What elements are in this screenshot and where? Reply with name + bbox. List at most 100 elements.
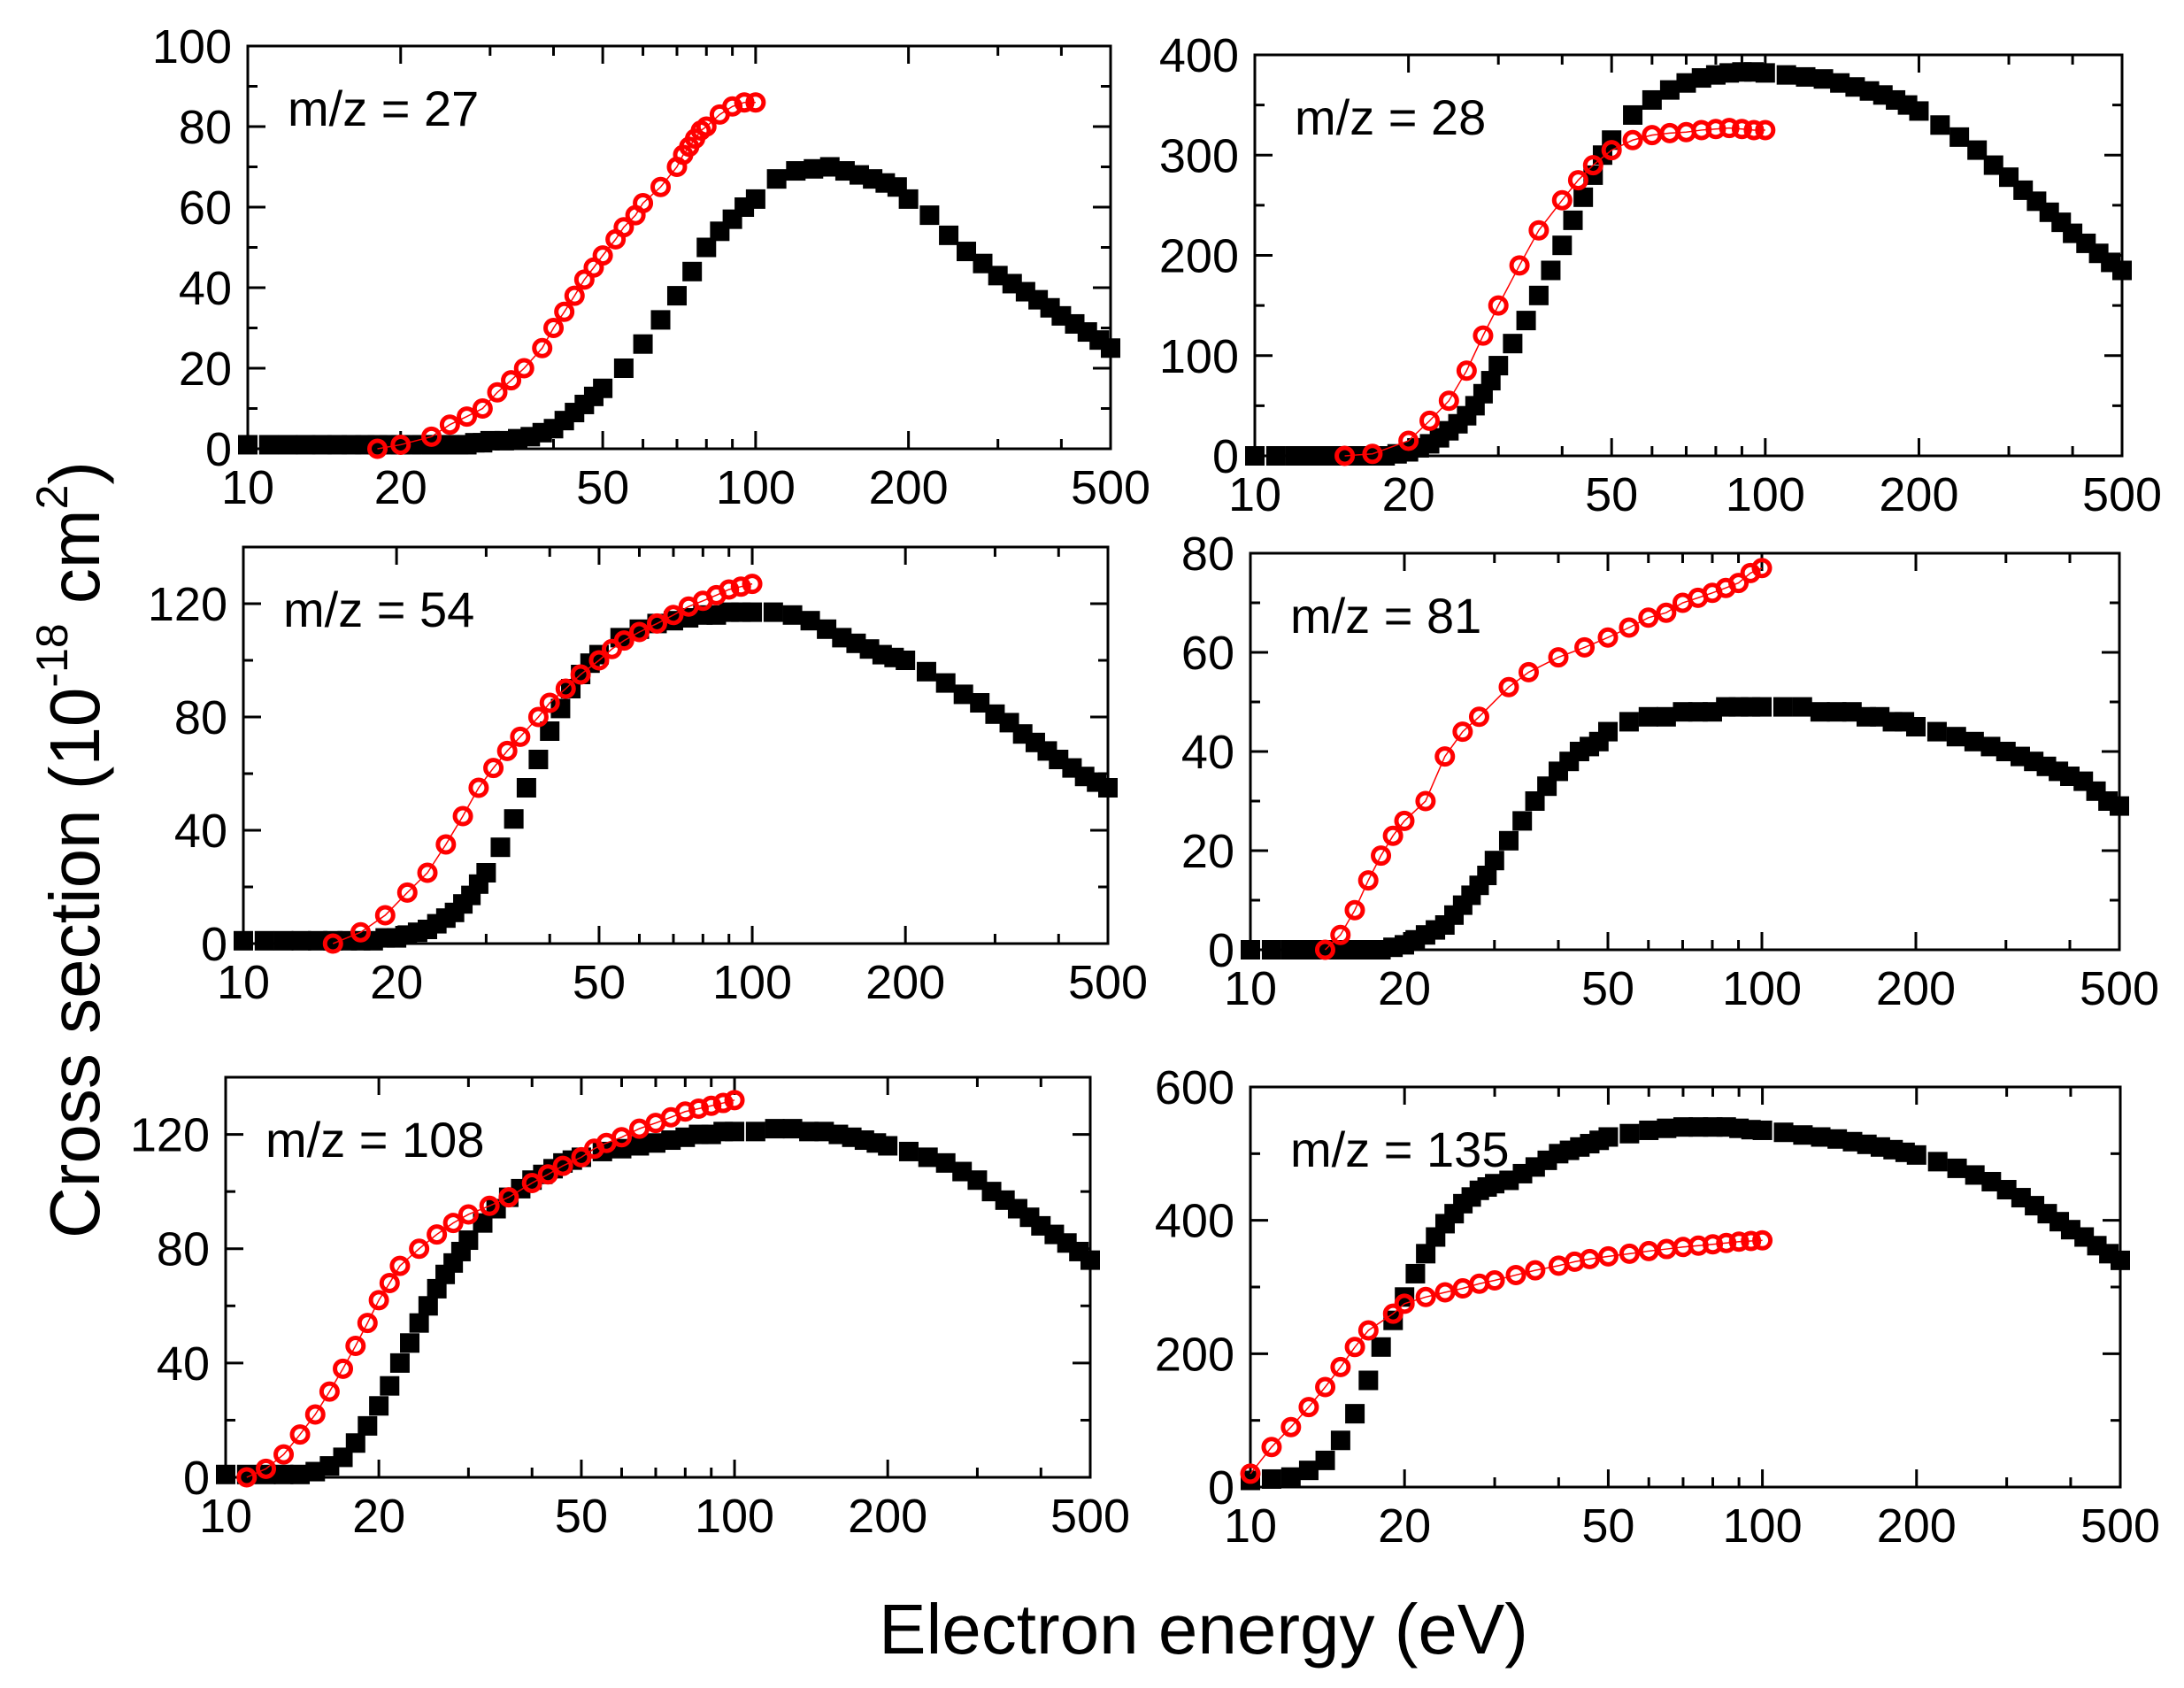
black-square-point	[1315, 1450, 1335, 1470]
panel-5: 10 20 50 100 200 500 0 40 80 120 m/z = 108	[130, 1075, 1130, 1543]
red-circle-point	[521, 1172, 542, 1193]
black-square-point	[256, 1464, 276, 1484]
black-square-point	[898, 1141, 919, 1161]
panel-label: m/z = 81	[1290, 588, 1481, 644]
red-circle-point	[1705, 119, 1726, 140]
red-circle-point	[1398, 430, 1419, 451]
x-tick-label: 50	[1581, 1499, 1634, 1553]
black-square-point	[939, 225, 959, 245]
black-square-point	[380, 1376, 400, 1396]
red-circle-point	[1518, 661, 1539, 682]
black-square-point	[763, 602, 783, 622]
red-circle-point	[1619, 617, 1640, 638]
black-square-point	[1909, 101, 1929, 121]
black-square-point	[819, 157, 840, 177]
red-circle-point	[1438, 390, 1459, 412]
y-axis-title-end: )	[35, 461, 114, 485]
x-tick-label: 100	[1723, 1499, 1803, 1553]
y-tick-label: 0	[183, 1452, 210, 1505]
black-square-point	[633, 334, 653, 354]
y-axis-title-exp2: 2	[27, 485, 77, 510]
black-square-point	[290, 1464, 311, 1484]
y-axis-title: Cross section (10-18 cm2)	[27, 461, 114, 1238]
red-circle-point	[724, 1090, 745, 1111]
black-square-point	[1503, 334, 1523, 354]
black-square-point	[1773, 697, 1793, 717]
red-circle-point	[501, 370, 522, 391]
red-circle-point	[1344, 1337, 1365, 1358]
black-square-point	[1811, 1127, 1831, 1147]
red-circle-point	[1597, 627, 1619, 648]
red-circle-point	[742, 574, 763, 595]
red-circle-point	[1601, 140, 1622, 161]
black-square-point	[1947, 1158, 1967, 1178]
red-circle-point	[435, 834, 457, 855]
black-square-point	[800, 611, 820, 631]
red-circle-point	[1456, 360, 1477, 382]
red-circle-point	[1371, 845, 1392, 867]
black-square-point	[645, 1133, 665, 1153]
red-circle-point	[1579, 1248, 1600, 1269]
red-circle-point	[1728, 1231, 1750, 1253]
black-square-point	[1776, 65, 1796, 85]
red-circle-point	[1280, 1416, 1302, 1437]
black-square-point	[1280, 940, 1301, 960]
red-circle-point	[1484, 1269, 1505, 1291]
red-circle-point	[1548, 647, 1569, 668]
red-circle-point	[1622, 129, 1643, 150]
red-circle-point	[592, 245, 613, 266]
black-square-point	[504, 809, 524, 829]
red-circle-point	[613, 630, 634, 651]
red-circle-point	[663, 605, 684, 626]
red-circle-point	[322, 933, 343, 954]
black-square-point	[358, 1415, 378, 1436]
red-circle-point	[650, 176, 672, 197]
red-circle-point	[510, 726, 531, 747]
y-tick-label: 80	[1181, 528, 1234, 581]
black-square-point	[1498, 830, 1519, 851]
x-tick-label: 200	[1876, 962, 1956, 1015]
red-circle-point	[1656, 602, 1677, 623]
red-circle-point	[439, 414, 460, 435]
red-circle-point	[701, 1095, 722, 1116]
y-tick-label: 60	[179, 181, 232, 235]
black-square-point	[666, 286, 687, 306]
red-circle-point	[1574, 636, 1596, 658]
red-circle-point	[613, 217, 634, 238]
black-square-point	[1930, 115, 1950, 135]
red-series-line	[1250, 1239, 1763, 1475]
black-square-point	[1598, 721, 1619, 742]
black-square-point	[725, 1121, 745, 1142]
black-square-point	[1810, 702, 1830, 722]
black-square-point	[1619, 712, 1639, 732]
red-circle-point	[1298, 1397, 1319, 1418]
black-square-point	[765, 1119, 785, 1139]
y-axis-title-mid: cm	[35, 509, 114, 623]
plot-frame	[242, 545, 1110, 945]
black-square-point	[1964, 731, 1984, 752]
red-circle-point	[390, 434, 411, 455]
red-circle-point	[1498, 676, 1519, 698]
red-circle-point	[1394, 1293, 1415, 1314]
black-square-point	[970, 693, 990, 713]
black-square-point	[1905, 717, 1926, 736]
red-circle-point	[389, 1255, 411, 1276]
black-square-point	[1826, 702, 1847, 722]
y-tick-label: 0	[1212, 430, 1239, 483]
black-square-point	[1792, 697, 1812, 717]
red-circle-point	[1415, 1286, 1436, 1307]
red-circle-point	[712, 1092, 734, 1114]
black-square-point	[418, 1296, 438, 1316]
black-square-point	[234, 930, 253, 951]
red-circle-point	[1357, 1320, 1379, 1341]
black-square-point	[1926, 721, 1947, 742]
y-tick-label: 0	[201, 918, 227, 971]
x-tick-label: 500	[1050, 1490, 1130, 1543]
black-square-point	[1319, 446, 1340, 466]
black-square-point	[786, 161, 806, 181]
black-square-point	[919, 205, 940, 226]
black-square-point	[1371, 1337, 1391, 1357]
red-circle-point	[421, 426, 442, 447]
black-square-point	[593, 378, 613, 398]
red-circle-point	[457, 406, 478, 428]
